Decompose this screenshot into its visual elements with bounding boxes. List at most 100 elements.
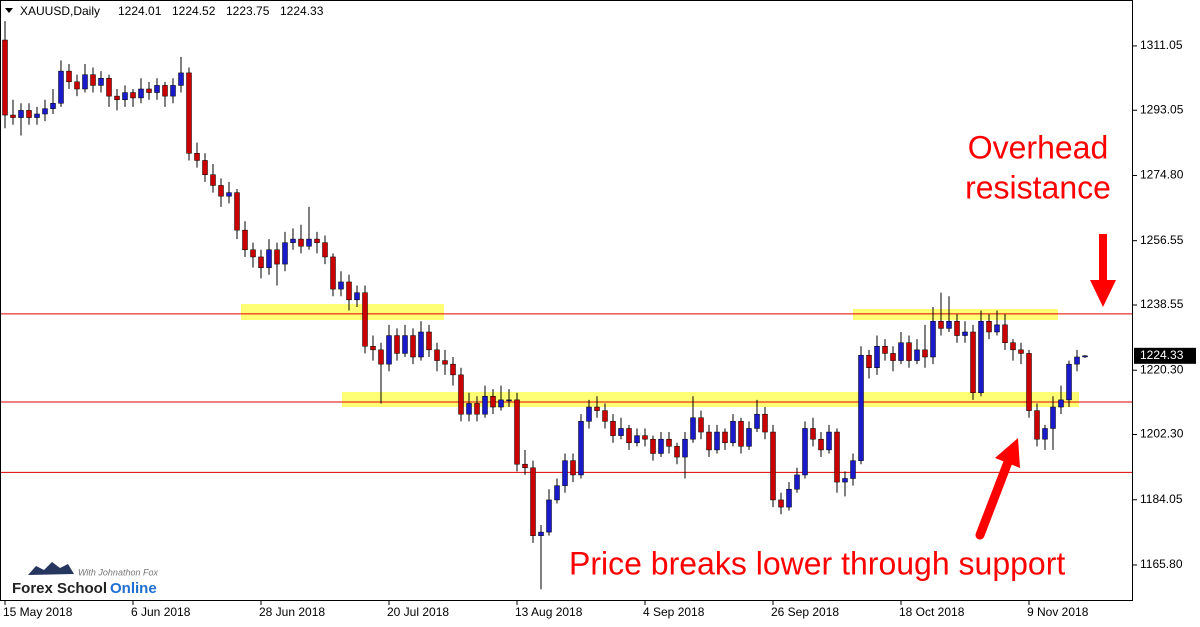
candle-body (794, 474, 800, 490)
annotation: resistance (965, 169, 1111, 205)
arrow-shaft (1099, 234, 1107, 284)
candle-body (922, 349, 928, 358)
candle-body (674, 446, 680, 458)
candle-body (202, 160, 208, 175)
plot-frame (0, 0, 1133, 601)
candle-body (866, 354, 872, 368)
menu-icon (5, 8, 13, 13)
candle-body (570, 460, 576, 476)
candle-body (506, 399, 512, 402)
candle-body (498, 399, 504, 408)
candle-body (258, 256, 264, 268)
candle-body (354, 292, 360, 301)
highlight-zone (241, 304, 444, 320)
candle-body (682, 438, 688, 458)
candle-body (770, 431, 776, 501)
highlight-zone (853, 309, 1058, 320)
candle-body (378, 349, 384, 365)
chart-title: XAUUSD,Daily (20, 4, 100, 18)
x-tick-label: 26 Sep 2018 (771, 605, 839, 619)
candle-body (642, 435, 648, 440)
candle-body (34, 113, 40, 118)
candle-body (578, 421, 584, 476)
candle-body (1042, 428, 1048, 440)
ohlc-low: 1223.75 (226, 4, 270, 18)
y-tick-label: 1202.30 (1140, 427, 1184, 441)
candle-body (122, 92, 128, 100)
candle-body (442, 360, 448, 365)
candle-body (1026, 353, 1032, 411)
candle-body (338, 281, 344, 290)
candle-body (978, 321, 984, 393)
candle-body (778, 499, 784, 508)
candle-body (58, 70, 64, 104)
candle-body (186, 72, 192, 154)
candle-body (178, 72, 184, 86)
candle-body (42, 108, 48, 115)
highlight-zone (342, 392, 1079, 407)
candle-body (330, 256, 336, 290)
y-tick-label: 1274.80 (1140, 168, 1184, 182)
candle-body (450, 363, 456, 376)
candle-body (602, 410, 608, 422)
candle-body (386, 335, 392, 365)
candle-body (946, 321, 952, 329)
x-tick-label: 13 Aug 2018 (515, 605, 583, 619)
candle-body (218, 185, 224, 197)
candle-body (1074, 356, 1080, 365)
candle-body (490, 396, 496, 408)
candle-body (74, 81, 80, 90)
candle-body (226, 192, 232, 197)
candle-body (690, 417, 696, 440)
candle-body (306, 238, 312, 247)
candle-body (362, 292, 368, 347)
candle-body (938, 321, 944, 329)
candle-body (162, 85, 168, 97)
candle-body (1082, 355, 1088, 358)
candle-body (858, 354, 864, 461)
candle-body (1010, 342, 1016, 351)
candle-body (114, 95, 120, 100)
candle-body (1034, 410, 1040, 440)
candle-body (802, 428, 808, 476)
ohlc-open: 1224.01 (118, 4, 162, 18)
candle-body (130, 92, 136, 99)
x-tick-label: 20 Jul 2018 (387, 605, 449, 619)
logo-icon (28, 562, 74, 575)
candle-body (170, 85, 176, 97)
candle-body (66, 70, 72, 83)
price-tag (1134, 347, 1196, 364)
candle-body (746, 428, 752, 447)
candle-body (610, 421, 616, 436)
logo-accent: Online (110, 580, 157, 597)
candle-body (106, 78, 112, 97)
x-tick-label: 18 Oct 2018 (899, 605, 965, 619)
candle-body (618, 428, 624, 436)
x-tick-label: 28 Jun 2018 (259, 605, 325, 619)
candle-body (370, 346, 376, 351)
candle-body (762, 413, 768, 433)
y-tick-label: 1256.55 (1140, 233, 1184, 247)
candle-body (954, 321, 960, 336)
candle-body (658, 438, 664, 454)
candle-body (850, 460, 856, 479)
candle-body (282, 242, 288, 265)
candle-body (970, 331, 976, 393)
candle-body (418, 331, 424, 358)
annotation: Price breaks lower through support (569, 545, 1065, 581)
annotation: Overhead (968, 129, 1109, 165)
candle-body (402, 335, 408, 354)
candle-body (514, 399, 520, 465)
arrow (975, 438, 1020, 540)
candle-body (906, 342, 912, 361)
candle-body (1002, 324, 1008, 343)
candle-body (714, 431, 720, 451)
y-tick-label: 1311.05 (1140, 38, 1183, 52)
x-tick-label: 4 Sep 2018 (643, 605, 705, 619)
candle-body (634, 435, 640, 444)
price-tag-label: 1224.33 (1140, 348, 1184, 362)
candle-body (1050, 406, 1056, 429)
candle-body (410, 335, 416, 358)
candle-body (474, 403, 480, 415)
